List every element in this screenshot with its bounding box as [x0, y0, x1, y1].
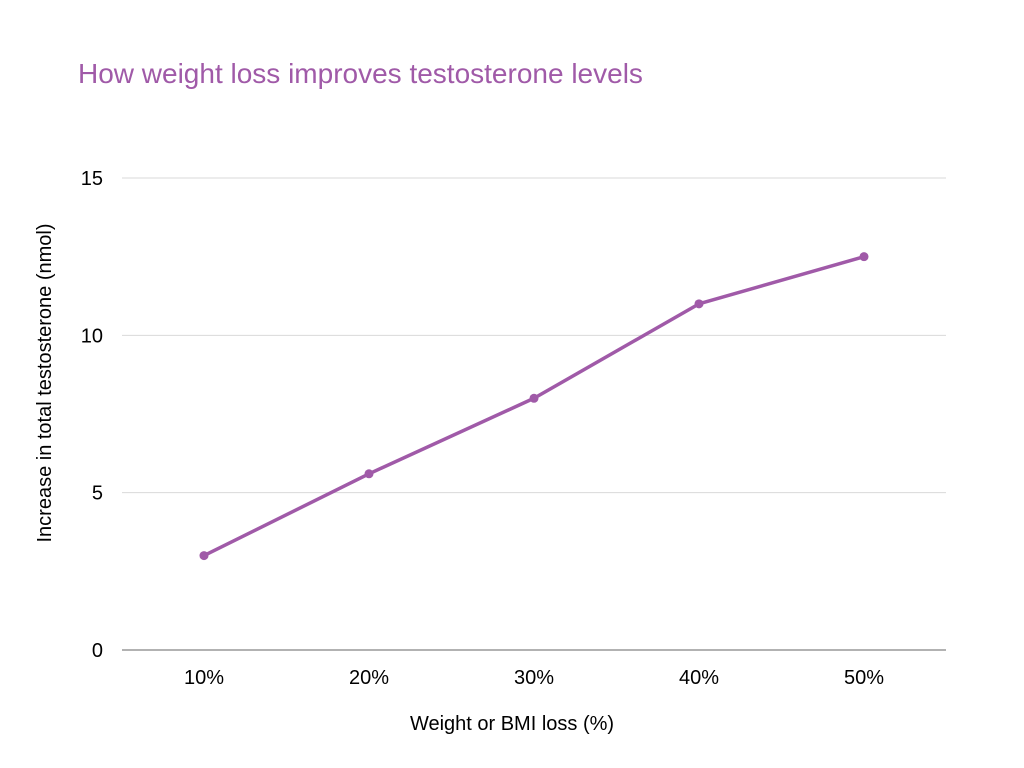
series-line-group	[199, 252, 869, 561]
y-tick-label: 15	[81, 168, 103, 190]
y-tick-label: 5	[92, 483, 103, 505]
data-point	[694, 299, 704, 309]
y-axis-label: Increase in total testosterone (nmol)	[34, 223, 56, 542]
x-tick-label: 40%	[679, 667, 719, 689]
x-tick-label: 30%	[514, 667, 554, 689]
y-tick-label: 0	[92, 640, 103, 662]
data-point	[364, 469, 374, 479]
chart-title: How weight loss improves testosterone le…	[78, 58, 643, 89]
x-tick-labels: 10% 20% 30% 40% 50%	[184, 667, 884, 689]
x-tick-label: 50%	[844, 667, 884, 689]
y-tick-labels: 0 5 10 15	[81, 168, 103, 662]
y-tick-label: 10	[81, 325, 103, 347]
data-point	[859, 252, 869, 262]
gridlines	[122, 177, 946, 651]
x-tick-label: 20%	[349, 667, 389, 689]
data-point	[199, 551, 209, 561]
x-axis-label: Weight or BMI loss (%)	[410, 713, 614, 735]
series-line	[202, 254, 866, 558]
data-point	[529, 393, 539, 403]
x-tick-label: 10%	[184, 667, 224, 689]
